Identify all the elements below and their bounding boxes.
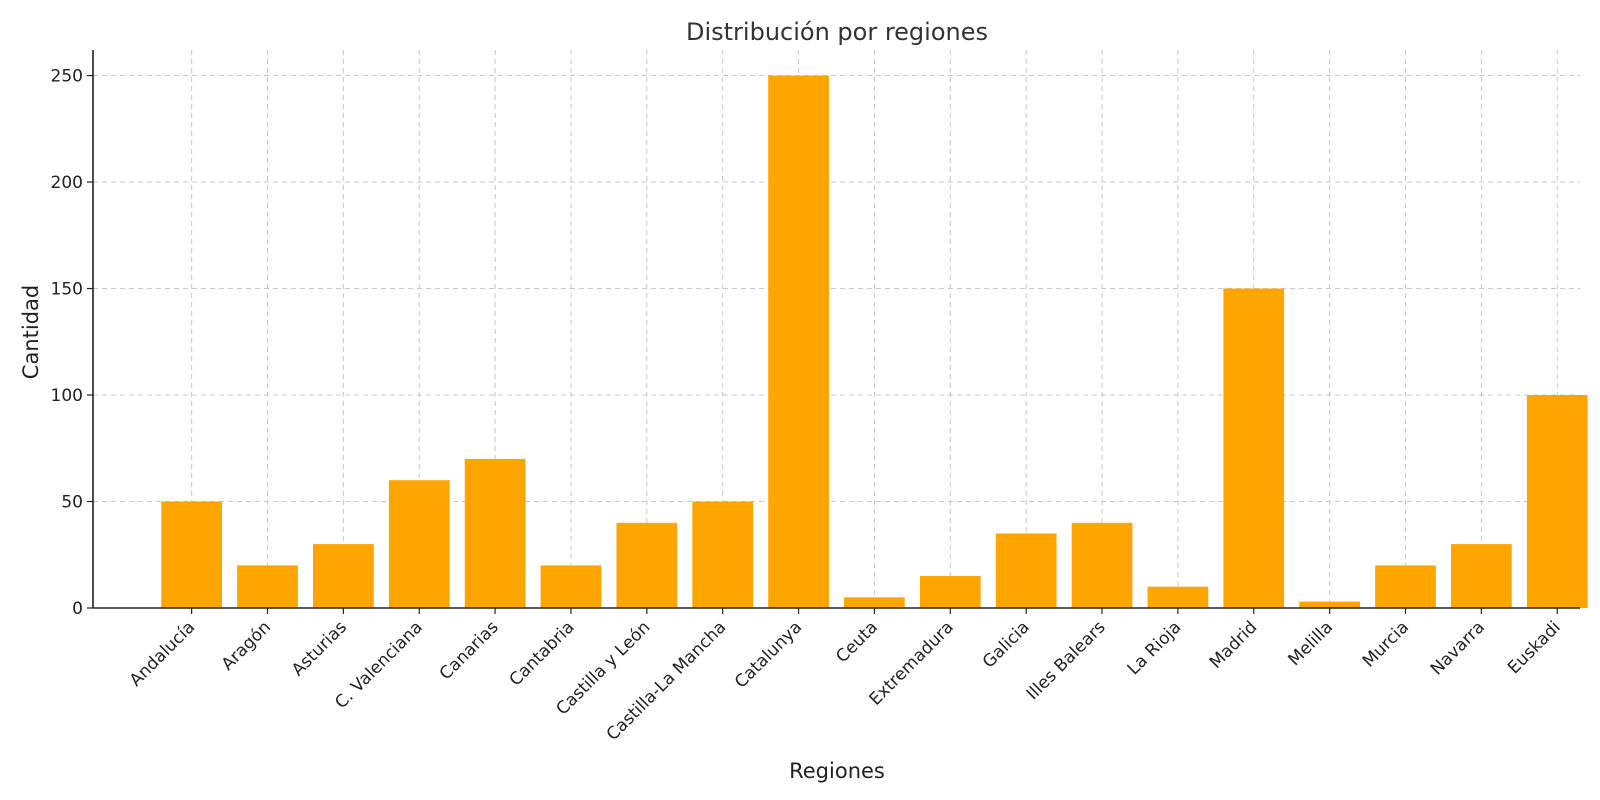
y-tick-label: 0	[72, 599, 83, 619]
bar	[1375, 565, 1436, 608]
bar	[844, 597, 905, 608]
grid-layer	[93, 50, 1580, 608]
bar	[313, 544, 374, 608]
x-tick-label: Murcia	[1359, 617, 1413, 671]
bar	[388, 480, 450, 608]
y-tick-label: 100	[51, 386, 83, 406]
axes-layer	[92, 50, 1580, 609]
x-tick-label: Catalunya	[731, 617, 806, 692]
x-tick-label: Melilla	[1285, 617, 1338, 670]
bar	[1071, 522, 1133, 608]
y-tick-label: 250	[51, 67, 83, 87]
x-tick-label: Galicia	[979, 617, 1034, 672]
x-tick-label: Aragón	[218, 617, 275, 674]
y-tick-label: 50	[61, 493, 83, 513]
bar	[540, 565, 602, 608]
bar	[1299, 601, 1360, 608]
bar	[995, 533, 1057, 608]
chart-title: Distribución por regiones	[686, 18, 988, 46]
bar	[1451, 544, 1512, 608]
x-tick-label: Navarra	[1427, 617, 1489, 679]
x-tick-label: Asturias	[288, 617, 351, 680]
bar	[1223, 288, 1285, 608]
x-tick-label: Euskadi	[1504, 617, 1565, 678]
y-axis-label: Cantidad	[19, 285, 43, 379]
y-tick-label: 150	[51, 280, 83, 300]
bar	[237, 565, 298, 608]
bar	[919, 576, 981, 608]
bar	[768, 75, 829, 608]
x-axis-label: Regiones	[789, 759, 885, 783]
y-tick-label: 200	[51, 173, 83, 193]
bar	[692, 501, 754, 608]
x-tick-label: Illes Balears	[1023, 617, 1110, 704]
bar	[616, 522, 678, 608]
x-tick-label: Ceuta	[832, 617, 882, 667]
x-tick-label: La Rioja	[1124, 617, 1186, 679]
x-tick-label: Canarias	[436, 617, 503, 684]
bar	[161, 501, 222, 608]
bar	[1147, 586, 1209, 608]
x-tick-label: Madrid	[1206, 617, 1261, 672]
bars-layer	[161, 75, 1588, 608]
bar	[464, 458, 526, 608]
bar	[1526, 395, 1588, 608]
x-tick-label: Andalucía	[126, 617, 199, 690]
x-tick-label: Cantabria	[506, 617, 579, 690]
